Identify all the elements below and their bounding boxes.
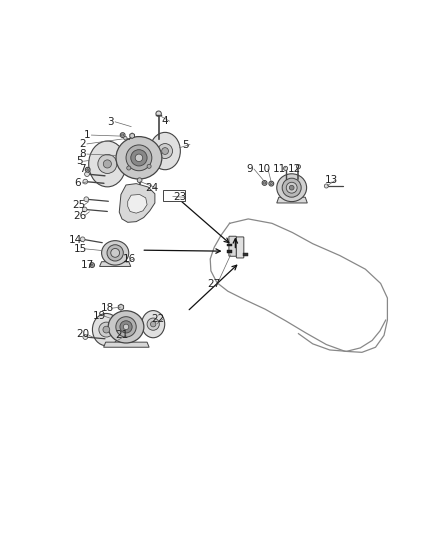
Circle shape [269,181,274,186]
Text: 9: 9 [247,164,253,174]
Circle shape [116,317,136,337]
Text: 25: 25 [73,200,86,211]
Text: 16: 16 [123,254,136,264]
Circle shape [84,197,88,201]
Circle shape [147,164,151,168]
Text: 22: 22 [152,314,165,325]
Polygon shape [118,304,124,310]
Polygon shape [104,342,149,347]
Polygon shape [277,197,307,203]
Polygon shape [99,262,131,266]
Circle shape [151,321,156,327]
Circle shape [87,168,89,171]
Text: 18: 18 [101,303,114,313]
Circle shape [262,181,267,185]
Circle shape [111,248,120,257]
Circle shape [103,326,110,333]
Circle shape [82,207,87,212]
Text: 6: 6 [74,178,81,188]
Circle shape [103,160,111,168]
Text: 4: 4 [162,116,168,126]
Polygon shape [227,244,232,246]
Circle shape [124,324,129,329]
Ellipse shape [102,241,129,265]
Text: 14: 14 [68,235,82,245]
Text: 5: 5 [76,156,82,166]
Text: 5: 5 [182,140,189,150]
Circle shape [90,263,95,268]
Circle shape [124,136,127,140]
Circle shape [286,182,297,193]
Circle shape [137,178,142,183]
Circle shape [120,133,125,138]
Text: 19: 19 [93,311,106,321]
Circle shape [98,155,117,173]
Ellipse shape [141,311,165,338]
Polygon shape [128,195,147,213]
Text: 20: 20 [76,329,89,340]
Circle shape [282,178,301,197]
Ellipse shape [150,132,180,169]
Ellipse shape [277,174,307,201]
Text: 13: 13 [325,175,338,185]
Polygon shape [227,250,232,253]
Circle shape [135,154,143,161]
Circle shape [83,335,88,340]
Circle shape [120,321,132,333]
Text: 8: 8 [79,149,86,159]
Circle shape [122,134,124,136]
Ellipse shape [92,313,120,346]
Polygon shape [119,184,155,222]
Circle shape [324,184,328,188]
Circle shape [131,150,147,166]
Ellipse shape [88,141,126,187]
Text: 24: 24 [145,183,158,193]
Text: 21: 21 [115,330,129,341]
Ellipse shape [116,136,162,179]
Circle shape [83,179,88,184]
Text: 1: 1 [84,130,90,140]
Circle shape [283,166,288,171]
Text: 23: 23 [173,192,186,202]
Circle shape [126,145,152,171]
Polygon shape [130,133,134,139]
Circle shape [99,322,114,337]
Text: 2: 2 [79,139,86,149]
Text: 10: 10 [258,164,271,174]
Circle shape [264,182,265,184]
Circle shape [290,185,294,190]
Polygon shape [243,253,248,256]
Text: 27: 27 [207,279,220,289]
Circle shape [158,143,173,158]
Circle shape [85,167,90,172]
Text: 26: 26 [74,211,87,221]
Circle shape [297,165,300,168]
Text: 11: 11 [273,164,286,174]
Text: 7: 7 [79,164,86,174]
Text: 15: 15 [74,244,87,254]
Circle shape [147,318,159,330]
Circle shape [156,111,161,116]
FancyBboxPatch shape [237,237,244,258]
Text: 3: 3 [107,117,114,126]
Circle shape [270,183,272,185]
FancyBboxPatch shape [229,236,237,256]
Text: 12: 12 [287,164,301,174]
FancyBboxPatch shape [162,190,185,201]
Circle shape [107,245,124,261]
Circle shape [127,166,131,170]
Ellipse shape [108,311,144,343]
Circle shape [85,172,89,176]
Circle shape [80,237,85,241]
Circle shape [91,264,93,266]
Circle shape [162,148,169,155]
Text: 17: 17 [80,260,94,270]
